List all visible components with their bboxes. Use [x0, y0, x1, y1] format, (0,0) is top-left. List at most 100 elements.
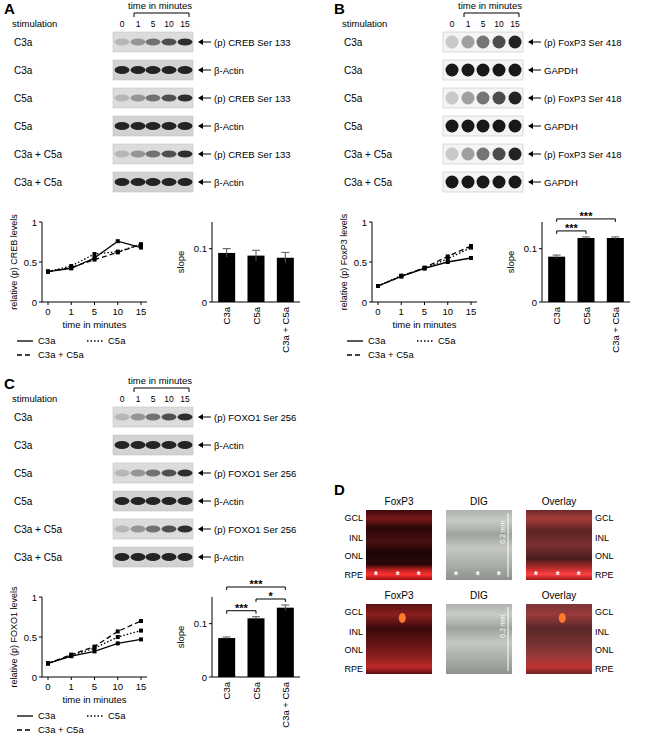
y-axis [212, 597, 213, 677]
series-line [48, 244, 141, 271]
blot-band [162, 553, 177, 561]
layer-label: ONL [595, 551, 614, 561]
arrow-head [198, 179, 203, 185]
x-tick-label: C5a [581, 306, 592, 324]
asterisk: * [476, 570, 480, 581]
blot-dot [477, 176, 490, 189]
x-tick-label: C3a + C5a [280, 306, 291, 352]
series-marker [423, 266, 427, 270]
series-marker [46, 661, 50, 665]
series-marker [446, 254, 450, 258]
error-bar [223, 637, 231, 639]
blot-target: β-Actin [214, 65, 244, 76]
blot-band [115, 470, 130, 477]
stimulation-label: C3a + C5a [14, 552, 63, 563]
y-tick-label: 0.5 [24, 632, 37, 643]
stimulation-label: C3a [14, 440, 33, 451]
blot-dot [462, 92, 475, 105]
series-marker [376, 284, 380, 288]
arrow-head [198, 95, 203, 101]
arrow-head [198, 498, 203, 504]
x-tick [471, 302, 472, 305]
panel-letter: C [4, 375, 15, 392]
y-tick-label: 0.5 [24, 257, 37, 268]
blot-band [115, 178, 130, 186]
blot-band [131, 122, 146, 130]
bar [577, 238, 594, 302]
x-tick [378, 302, 379, 305]
y-tick-label: 1 [362, 217, 367, 228]
bar [218, 638, 235, 677]
y-axis [212, 222, 213, 302]
blot-target: GAPDH [544, 177, 578, 188]
blot-image [113, 547, 193, 567]
y-tick-label: 0 [202, 672, 207, 683]
time-label: 0 [120, 394, 125, 404]
asterisk: * [454, 570, 458, 581]
x-tick-label: C3a [221, 681, 232, 699]
y-tick-label: 0 [532, 297, 537, 308]
layer-label: RPE [595, 570, 614, 580]
y-axis-label: relative (p) FOXO1 levels [9, 586, 19, 688]
blot-band [162, 526, 177, 533]
error-bar [281, 605, 289, 610]
scale-bar [508, 513, 509, 577]
series-marker [399, 274, 403, 278]
blot-target: (p) CREB Ser 133 [214, 37, 291, 48]
blot-band [178, 178, 193, 186]
blot-image [113, 435, 193, 455]
x-tick [141, 302, 142, 305]
blot-dot [477, 92, 490, 105]
blot-band [178, 526, 193, 533]
series-marker [116, 629, 120, 633]
arrow-head [528, 123, 533, 129]
legend-swatch [417, 340, 433, 341]
significance-label: *** [580, 210, 594, 222]
blot-target: (p) FoxP3 Ser 418 [544, 149, 622, 160]
x-axis-label: time in minutes [63, 694, 127, 705]
blot-dot [509, 92, 522, 105]
y-tick-label: 0 [202, 297, 207, 308]
blot-dot [509, 176, 522, 189]
blot-band [146, 470, 161, 477]
column-label: FoxP3 [385, 590, 414, 601]
legend-swatch [87, 340, 103, 341]
bar-chart: 00.1slopeC3aC5aC3a + C5a [175, 222, 300, 353]
y-tick [209, 677, 212, 678]
blot-target: β-Actin [214, 496, 244, 507]
x-tick-label: 0 [45, 306, 50, 317]
layer-label: INL [349, 533, 363, 543]
y-tick-label: 0.1 [194, 243, 207, 254]
series-marker [139, 629, 143, 633]
x-tick [94, 677, 95, 680]
series-marker [469, 244, 473, 248]
y-tick [39, 262, 42, 263]
arrow-head [528, 179, 533, 185]
series-line [48, 621, 141, 663]
significance-label: *** [235, 602, 249, 614]
panel-letter: B [334, 0, 345, 17]
line-chart: 00.510151015time in minutesrelative (p) … [339, 213, 477, 360]
blot-image [443, 144, 523, 164]
series-marker [423, 266, 427, 270]
arrow-head [198, 554, 203, 560]
blot-image [113, 463, 193, 483]
blot-panel: Ctime in minutesstimulation0151015C3a(p)… [4, 375, 296, 567]
y-axis-label: relative (p) FoxP3 levels [339, 213, 349, 310]
blot-dot [509, 120, 522, 133]
series-marker [46, 270, 50, 274]
x-tick-label: 10 [442, 306, 453, 317]
labelled-cell [399, 613, 406, 623]
x-tick-label: 15 [466, 306, 477, 317]
line-chart: 00.510151015time in minutesrelative (p) … [9, 214, 147, 360]
x-tick-label: 1 [399, 306, 404, 317]
x-tick-label: 10 [112, 681, 123, 692]
blot-band [131, 39, 146, 46]
blot-image [113, 60, 193, 80]
figure: Atime in minutesstimulation0151015C3a(p)… [0, 0, 661, 743]
blot-dot [493, 92, 506, 105]
series-marker [69, 266, 73, 270]
series-line [378, 258, 471, 286]
arrow-head [198, 39, 203, 45]
x-tick-label: 5 [92, 681, 97, 692]
